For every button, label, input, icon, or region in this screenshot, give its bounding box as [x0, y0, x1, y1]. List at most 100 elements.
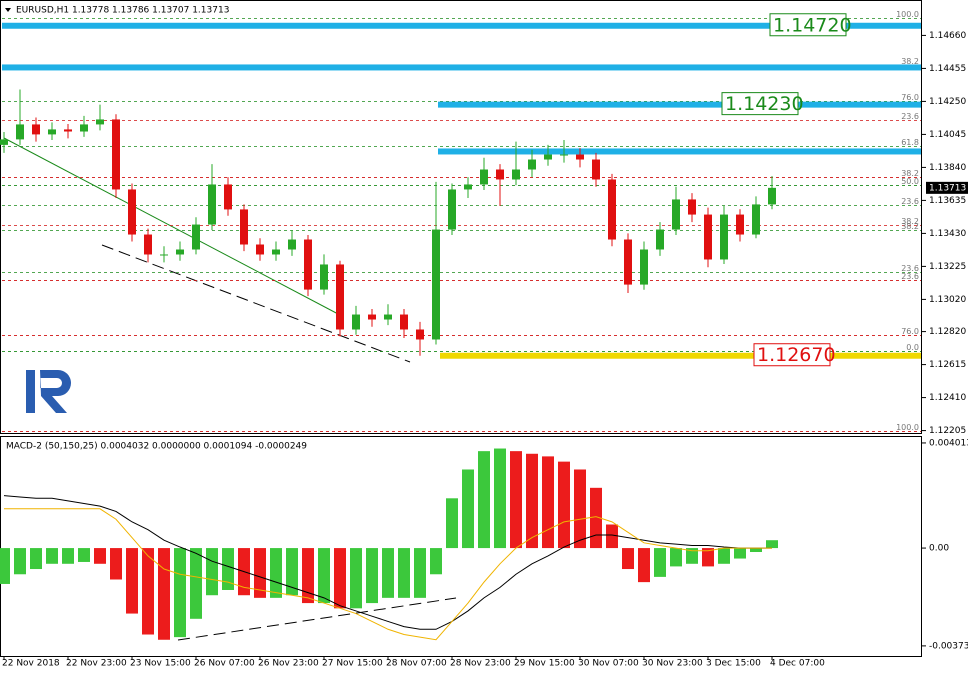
- x-tick-label: 23 Nov 15:00: [130, 659, 191, 669]
- candle-body: [480, 169, 488, 185]
- histogram-bar: [14, 548, 26, 575]
- candle-body: [432, 229, 440, 340]
- trend-lines: [3, 137, 457, 641]
- y-tick-label: 0.00: [929, 544, 949, 554]
- current-price-label: 1.13713: [929, 183, 966, 193]
- candle-body: [752, 204, 760, 235]
- histogram-bar: [350, 548, 362, 609]
- candle-body: [672, 199, 680, 230]
- fib-label: 23.6: [901, 272, 919, 281]
- histogram-bar: [0, 548, 10, 584]
- histogram-bar: [638, 548, 650, 583]
- candle-body: [448, 189, 456, 230]
- candle-body: [544, 154, 552, 160]
- candle-body: [656, 229, 664, 250]
- candle-body: [208, 184, 216, 225]
- candle-body: [192, 224, 200, 250]
- candle-body: [592, 159, 600, 180]
- histogram-bar: [142, 548, 154, 635]
- x-tick-label: 28 Nov 07:00: [386, 659, 447, 669]
- x-tick-label: 4 Dec 07:00: [770, 659, 825, 669]
- histogram-bar: [654, 548, 666, 577]
- candle-body: [48, 129, 56, 135]
- histogram-bar: [158, 548, 170, 640]
- histogram-bar: [446, 498, 458, 549]
- candle-body: [288, 239, 296, 250]
- histogram-bar: [526, 453, 538, 549]
- x-tick-label: 26 Nov 23:00: [258, 659, 319, 669]
- y-tick-label: 1.13225: [929, 262, 966, 272]
- histogram-bar: [494, 448, 506, 549]
- y-tick-label: 1.12205: [929, 426, 966, 436]
- macd-line: [3, 495, 772, 630]
- y-tick-label: 1.13430: [929, 229, 966, 239]
- candle-body: [560, 154, 568, 156]
- price-panel: [0, 0, 922, 434]
- fib-label: 38.2: [901, 169, 919, 178]
- histogram-bar: [766, 540, 778, 549]
- candle-body: [176, 249, 184, 255]
- histogram-bar: [590, 487, 602, 549]
- histogram-bar: [718, 548, 730, 564]
- histogram-bar: [110, 548, 122, 580]
- y-tick-label: 1.13020: [929, 295, 966, 305]
- y-tick-label: 1.14250: [929, 97, 966, 107]
- candle-body: [528, 159, 536, 170]
- y-tick-label: 1.12410: [929, 393, 966, 403]
- candle-body: [624, 239, 632, 285]
- candle-body: [16, 124, 24, 140]
- candle-body: [112, 119, 120, 190]
- macd-panel: [0, 436, 922, 657]
- level-label: 1.12670: [757, 344, 836, 366]
- histogram-bar: [462, 469, 474, 549]
- y-tick-label: 1.13635: [929, 196, 966, 206]
- fib-label: 23.6: [901, 264, 919, 273]
- candle-body: [256, 244, 264, 255]
- y-tick-label: 1.12615: [929, 360, 966, 370]
- x-tick-label: 27 Nov 15:00: [322, 659, 383, 669]
- candle-body: [608, 179, 616, 240]
- current-price-box: [926, 181, 968, 194]
- histogram-bar: [670, 548, 682, 567]
- histogram-bar: [702, 548, 714, 567]
- histogram-bar: [190, 548, 202, 619]
- candle-body: [496, 169, 504, 180]
- candle-body: [464, 184, 472, 190]
- histogram-bar: [126, 548, 138, 614]
- level-label: 1.14720: [773, 14, 852, 36]
- histogram-bar: [750, 548, 762, 553]
- candle-body: [224, 184, 232, 210]
- level-box: [769, 13, 847, 37]
- histogram-bar: [286, 548, 298, 596]
- histogram-bar: [622, 548, 634, 570]
- histogram-bar: [734, 548, 746, 559]
- histogram-bar: [318, 548, 330, 604]
- candle-body: [368, 314, 376, 320]
- level-band: [2, 22, 921, 29]
- y-tick-label: 1.14660: [929, 31, 966, 41]
- candle-body: [336, 264, 344, 330]
- histogram-bar: [174, 548, 186, 638]
- histogram-bar: [478, 451, 490, 549]
- candle-body: [144, 234, 152, 255]
- candle-body: [32, 124, 40, 135]
- histogram-bar: [222, 548, 234, 590]
- y-tick-label: 1.14045: [929, 130, 966, 140]
- histogram-bar: [366, 548, 378, 604]
- x-tick-label: 30 Nov 07:00: [578, 659, 639, 669]
- candle-body: [0, 139, 8, 145]
- histogram-bar: [430, 548, 442, 575]
- candle-body: [128, 189, 136, 235]
- macd-title: MACD-2 (50,150,25) 0.0004032 0.0000000 0…: [6, 442, 307, 452]
- fib-label: 38.2: [901, 217, 919, 226]
- candle-body: [160, 254, 168, 256]
- y-tick-label: -0.003734: [929, 641, 968, 651]
- fib-label: 38.2: [901, 57, 919, 66]
- histogram-bar: [414, 548, 426, 598]
- histogram-bar: [558, 461, 570, 549]
- candle-body: [96, 119, 104, 125]
- candle-body: [640, 249, 648, 285]
- x-tick-label: 22 Nov 23:00: [66, 659, 127, 669]
- x-tick-label: 30 Nov 23:00: [642, 659, 703, 669]
- candle-body: [400, 314, 408, 330]
